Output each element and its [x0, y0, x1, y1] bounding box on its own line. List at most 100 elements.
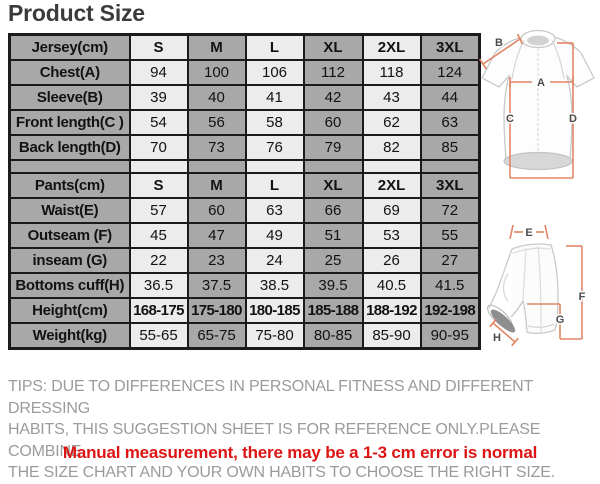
row-label-cell: Sleeve(B): [8, 84, 131, 111]
measure-label-g: G: [556, 314, 565, 326]
spacer-cell: [186, 159, 247, 174]
row-label-cell: Front length(C ): [8, 109, 131, 136]
spacer-cell: [8, 159, 131, 174]
row-label-cell: Chest(A): [8, 59, 131, 86]
value-cell: 90-95: [419, 322, 481, 350]
measure-label-a: A: [537, 77, 545, 89]
value-cell: 79: [302, 134, 364, 161]
value-cell: 42: [302, 84, 364, 111]
spacer-cell: [361, 159, 422, 174]
value-cell: 85: [419, 134, 481, 161]
pants-data-row: Waist(E) 57 60 63 66 69 72: [8, 197, 481, 224]
row-label-cell: Waist(E): [8, 197, 131, 224]
value-cell: 40.5: [361, 272, 422, 299]
value-cell: 192-198: [419, 297, 481, 324]
measure-label-e: E: [525, 227, 532, 239]
pants-header-row: Pants(cm) S M L XL 2XL 3XL: [8, 172, 481, 199]
value-cell: 175-180: [186, 297, 247, 324]
size-header-cell: 3XL: [419, 33, 481, 61]
value-cell: 27: [419, 247, 481, 274]
value-cell: 53: [361, 222, 422, 249]
measure-label-d: D: [569, 113, 577, 125]
value-cell: 56: [186, 109, 247, 136]
value-cell: 43: [361, 84, 422, 111]
value-cell: 26: [361, 247, 422, 274]
value-cell: 47: [186, 222, 247, 249]
jersey-data-row: Front length(C ) 54 56 58 60 62 63: [8, 109, 481, 136]
value-cell: 58: [244, 109, 305, 136]
value-cell: 73: [186, 134, 247, 161]
value-cell: 76: [244, 134, 305, 161]
value-cell: 168-175: [128, 297, 189, 324]
value-cell: 44: [419, 84, 481, 111]
value-cell: 39: [128, 84, 189, 111]
value-cell: 60: [186, 197, 247, 224]
tips-line-3: THE SIZE CHART AND YOUR OWN HABITS TO CH…: [8, 464, 555, 481]
jersey-data-row: Sleeve(B) 39 40 41 42 43 44: [8, 84, 481, 111]
value-cell: 57: [128, 197, 189, 224]
shorts-measurement-diagram: E F G H: [486, 224, 587, 347]
spacer-row: [8, 159, 481, 174]
value-cell: 25: [302, 247, 364, 274]
pants-data-row: Bottoms cuff(H) 36.5 37.5 38.5 39.5 40.5 41.5: [8, 272, 481, 299]
pants-data-row: inseam (G) 22 23 24 25 26 27: [8, 247, 481, 274]
tips-paragraph: TIPS: DUE TO DIFFERENCES IN PERSONAL FIT…: [8, 376, 568, 484]
value-cell: 41.5: [419, 272, 481, 299]
value-cell: 36.5: [128, 272, 189, 299]
value-cell: 45: [128, 222, 189, 249]
value-cell: 24: [244, 247, 305, 274]
measurement-error-note: Manual measurement, there may be a 1-3 c…: [62, 443, 538, 462]
pants-data-row: Weight(kg) 55-65 65-75 75-80 80-85 85-90 90-95: [8, 322, 481, 350]
page-title: Product Size: [8, 0, 145, 26]
value-cell: 55: [419, 222, 481, 249]
value-cell: 41: [244, 84, 305, 111]
row-label-cell: inseam (G): [8, 247, 131, 274]
spacer-cell: [419, 159, 481, 174]
section-header-cell: Pants(cm): [8, 172, 131, 199]
size-header-cell: S: [128, 33, 189, 61]
size-header-cell: M: [186, 172, 247, 199]
measure-label-b: B: [495, 37, 503, 49]
measure-label-c: C: [506, 113, 514, 125]
size-header-cell: 2XL: [361, 33, 422, 61]
shorts-measure-lines: [489, 224, 583, 347]
spacer-cell: [244, 159, 305, 174]
size-header-cell: S: [128, 172, 189, 199]
jersey-header-row: Jersey(cm) S M L XL 2XL 3XL: [8, 33, 481, 61]
tips-line-2: HABITS, THIS SUGGESTION SHEET IS FOR REF…: [8, 421, 541, 460]
value-cell: 39.5: [302, 272, 364, 299]
size-table: Jersey(cm) S M L XL 2XL 3XL Chest(A) 94 100 106 112…: [8, 33, 481, 350]
value-cell: 63: [244, 197, 305, 224]
value-cell: 54: [128, 109, 189, 136]
row-label-cell: Outseam (F): [8, 222, 131, 249]
jersey-data-row: Chest(A) 94 100 106 112 118 124: [8, 59, 481, 86]
value-cell: 70: [128, 134, 189, 161]
measure-label-h: H: [493, 332, 501, 344]
jersey-measure-lines: [478, 33, 574, 179]
size-header-cell: M: [186, 33, 247, 61]
row-label-cell: Weight(kg): [8, 322, 131, 350]
value-cell: 118: [361, 59, 422, 86]
value-cell: 185-188: [302, 297, 364, 324]
spacer-cell: [128, 159, 189, 174]
value-cell: 55-65: [128, 322, 189, 350]
value-cell: 75-80: [244, 322, 305, 350]
value-cell: 40: [186, 84, 247, 111]
value-cell: 69: [361, 197, 422, 224]
size-header-cell: XL: [302, 33, 364, 61]
value-cell: 72: [419, 197, 481, 224]
value-cell: 37.5: [186, 272, 247, 299]
value-cell: 38.5: [244, 272, 305, 299]
value-cell: 100: [186, 59, 247, 86]
pants-data-row: Height(cm) 168-175 175-180 180-185 185-188 18…: [8, 297, 481, 324]
pants-data-row: Outseam (F) 45 47 49 51 53 55: [8, 222, 481, 249]
value-cell: 188-192: [361, 297, 422, 324]
value-cell: 85-90: [361, 322, 422, 350]
value-cell: 80-85: [302, 322, 364, 350]
value-cell: 180-185: [244, 297, 305, 324]
shorts-outline-icon: [486, 243, 559, 334]
value-cell: 65-75: [186, 322, 247, 350]
value-cell: 51: [302, 222, 364, 249]
value-cell: 49: [244, 222, 305, 249]
